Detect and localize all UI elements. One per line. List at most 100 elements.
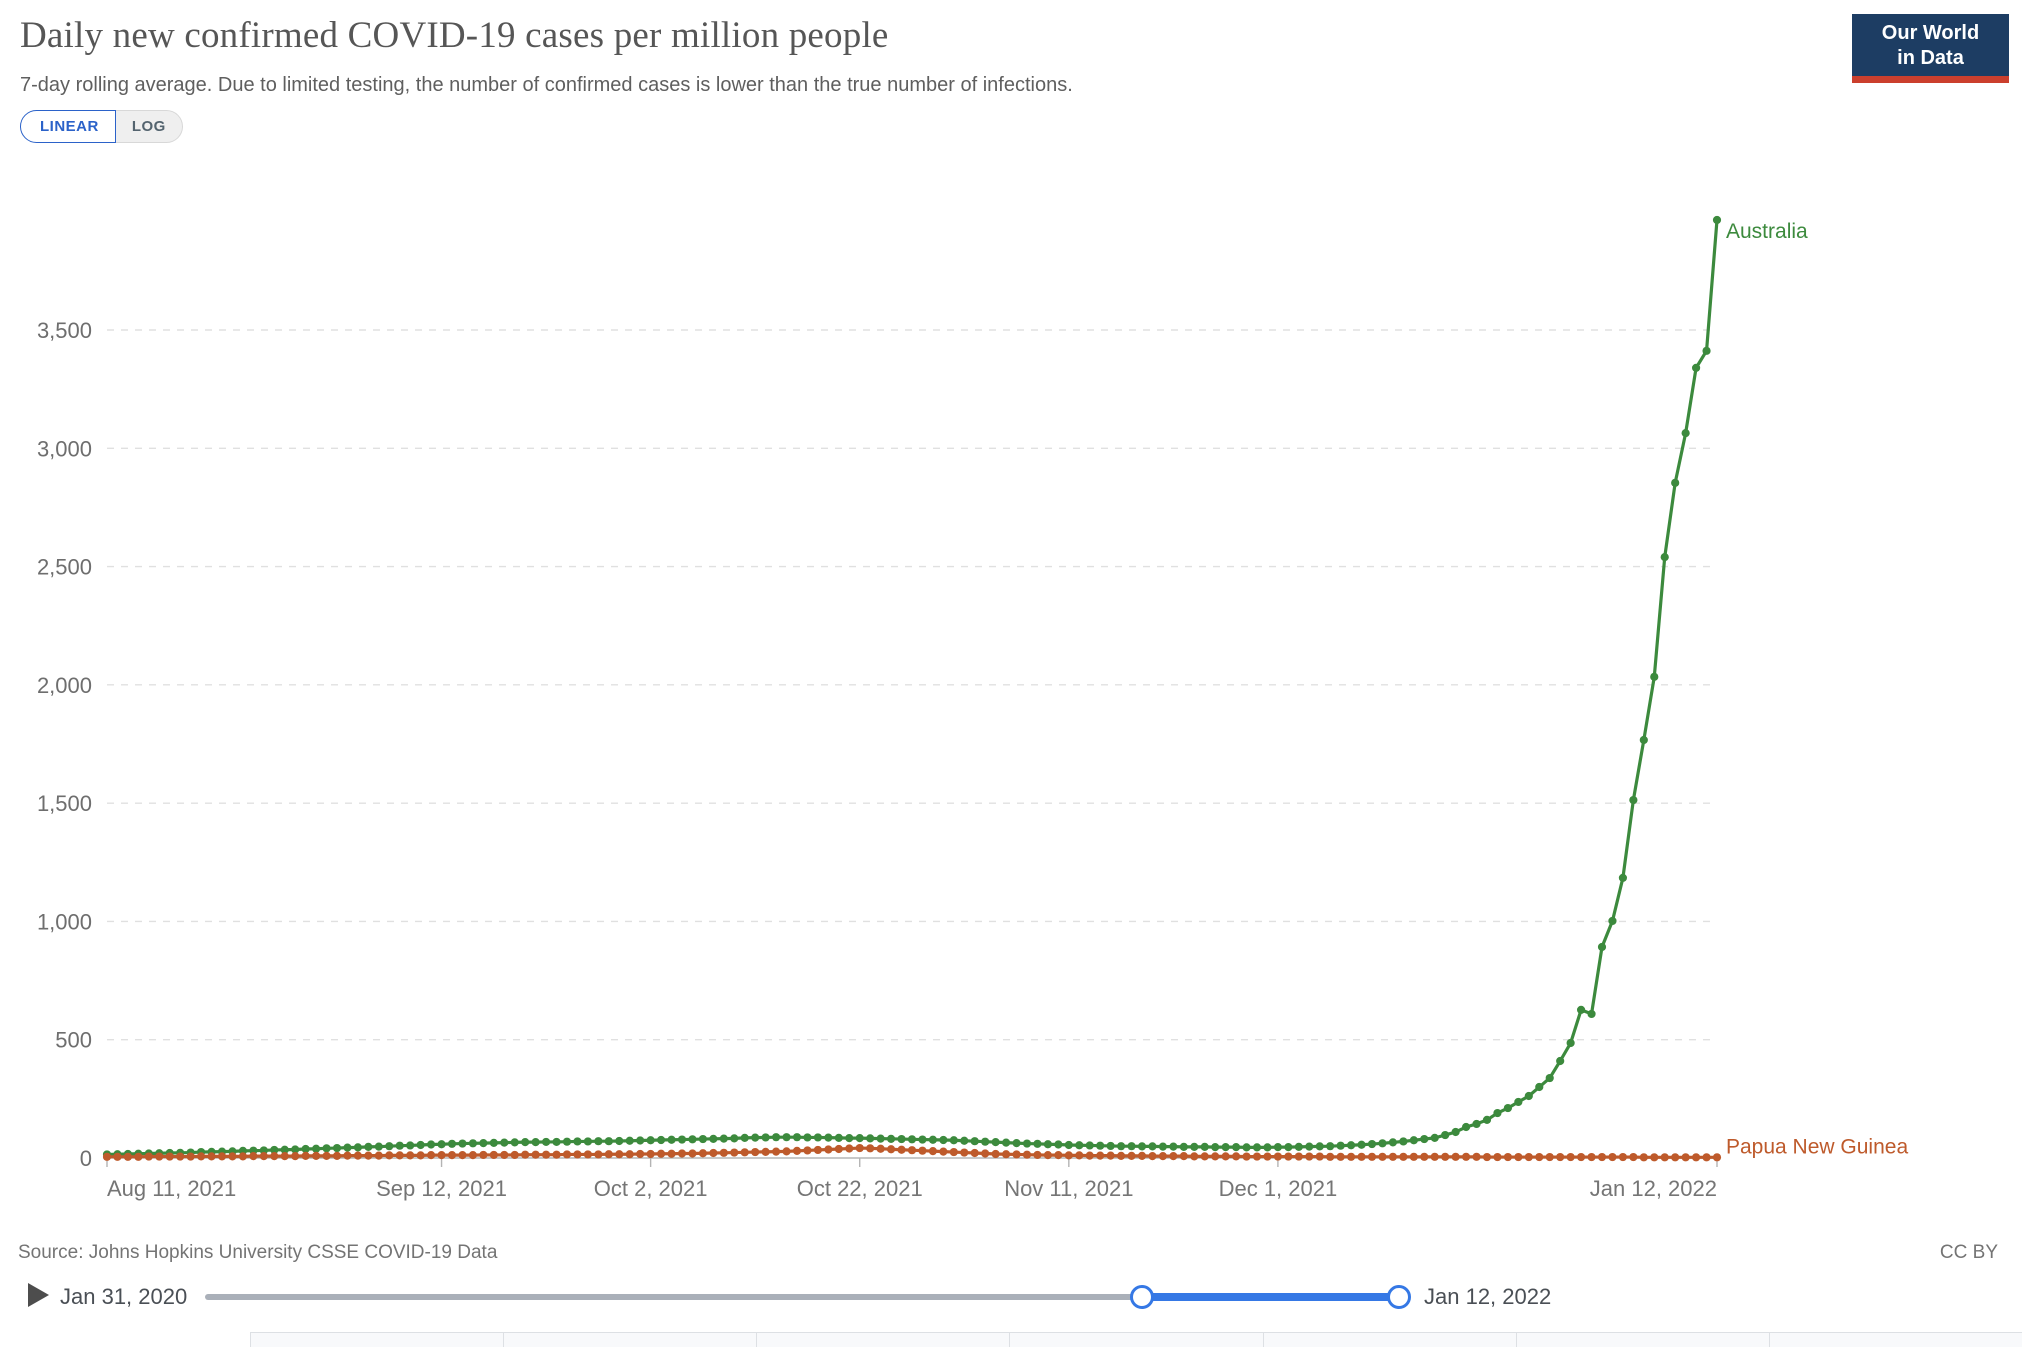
data-point-papua-new-guinea[interactable]: [1190, 1152, 1199, 1161]
data-point-papua-new-guinea[interactable]: [751, 1147, 760, 1157]
data-point-australia[interactable]: [991, 1138, 1000, 1147]
data-point-australia[interactable]: [1367, 1139, 1377, 1149]
data-point-australia[interactable]: [688, 1135, 697, 1144]
data-point-papua-new-guinea[interactable]: [918, 1146, 927, 1155]
data-point-australia[interactable]: [636, 1136, 645, 1145]
data-point-australia[interactable]: [719, 1134, 728, 1143]
data-point-papua-new-guinea[interactable]: [1420, 1152, 1429, 1161]
data-point-australia[interactable]: [541, 1137, 551, 1147]
data-point-papua-new-guinea[interactable]: [1221, 1152, 1230, 1161]
data-point-australia[interactable]: [615, 1136, 624, 1146]
data-point-australia[interactable]: [730, 1134, 739, 1143]
data-point-australia[interactable]: [500, 1138, 509, 1147]
data-point-papua-new-guinea[interactable]: [1681, 1153, 1690, 1162]
data-point-australia[interactable]: [656, 1135, 666, 1145]
data-point-papua-new-guinea[interactable]: [845, 1144, 854, 1153]
data-point-australia[interactable]: [876, 1134, 885, 1143]
data-point-papua-new-guinea[interactable]: [1294, 1152, 1303, 1161]
data-point-australia[interactable]: [1085, 1141, 1094, 1150]
data-point-australia[interactable]: [1106, 1141, 1115, 1151]
data-point-papua-new-guinea[interactable]: [1116, 1151, 1126, 1160]
data-point-australia[interactable]: [813, 1133, 823, 1142]
data-point-papua-new-guinea[interactable]: [186, 1152, 195, 1161]
data-point-australia[interactable]: [1346, 1141, 1356, 1150]
data-point-papua-new-guinea[interactable]: [1012, 1150, 1021, 1159]
data-point-papua-new-guinea[interactable]: [1075, 1151, 1084, 1160]
data-point-papua-new-guinea[interactable]: [385, 1151, 394, 1160]
data-point-papua-new-guinea[interactable]: [698, 1149, 708, 1158]
data-point-australia[interactable]: [1357, 1140, 1366, 1149]
data-point-australia[interactable]: [709, 1134, 718, 1143]
data-point-australia[interactable]: [1284, 1143, 1293, 1152]
data-point-papua-new-guinea[interactable]: [1650, 1153, 1659, 1162]
data-point-australia[interactable]: [855, 1134, 864, 1143]
data-point-papua-new-guinea[interactable]: [311, 1151, 321, 1160]
data-point-australia[interactable]: [468, 1139, 478, 1148]
data-point-papua-new-guinea[interactable]: [1461, 1152, 1471, 1161]
data-point-papua-new-guinea[interactable]: [521, 1150, 530, 1159]
data-point-australia[interactable]: [1242, 1143, 1251, 1152]
data-point-australia[interactable]: [1033, 1139, 1042, 1148]
data-point-australia[interactable]: [552, 1137, 561, 1147]
data-point-papua-new-guinea[interactable]: [782, 1147, 791, 1156]
data-point-australia[interactable]: [426, 1140, 436, 1149]
data-point-papua-new-guinea[interactable]: [573, 1150, 582, 1159]
data-point-papua-new-guinea[interactable]: [1357, 1152, 1366, 1161]
data-point-australia[interactable]: [1712, 215, 1722, 225]
data-point-australia[interactable]: [907, 1135, 917, 1144]
series-label-australia[interactable]: Australia: [1726, 220, 1808, 243]
data-point-papua-new-guinea[interactable]: [1608, 1152, 1617, 1162]
data-point-australia[interactable]: [1587, 1009, 1596, 1019]
data-point-papua-new-guinea[interactable]: [1085, 1151, 1094, 1160]
data-point-papua-new-guinea[interactable]: [1441, 1152, 1450, 1161]
data-point-papua-new-guinea[interactable]: [991, 1149, 1000, 1159]
data-point-australia[interactable]: [1096, 1141, 1105, 1150]
data-point-papua-new-guinea[interactable]: [886, 1145, 896, 1154]
data-point-papua-new-guinea[interactable]: [562, 1150, 572, 1159]
data-point-australia[interactable]: [625, 1136, 634, 1145]
data-point-australia[interactable]: [1451, 1127, 1460, 1137]
data-point-australia[interactable]: [322, 1144, 331, 1153]
data-point-australia[interactable]: [1566, 1038, 1575, 1048]
data-point-papua-new-guinea[interactable]: [1284, 1152, 1293, 1161]
data-point-papua-new-guinea[interactable]: [437, 1151, 446, 1160]
data-point-australia[interactable]: [646, 1136, 655, 1145]
data-point-papua-new-guinea[interactable]: [1252, 1152, 1262, 1161]
data-point-papua-new-guinea[interactable]: [332, 1151, 342, 1160]
data-point-australia[interactable]: [1472, 1119, 1481, 1129]
data-point-australia[interactable]: [1158, 1142, 1168, 1151]
data-point-australia[interactable]: [897, 1134, 906, 1144]
timeline-slider-track[interactable]: [205, 1285, 1411, 1309]
data-point-australia[interactable]: [667, 1135, 676, 1144]
data-point-papua-new-guinea[interactable]: [500, 1150, 509, 1160]
data-point-papua-new-guinea[interactable]: [1242, 1152, 1251, 1161]
data-point-papua-new-guinea[interactable]: [1001, 1150, 1011, 1159]
data-point-australia[interactable]: [803, 1133, 812, 1142]
data-point-papua-new-guinea[interactable]: [134, 1152, 143, 1161]
data-point-papua-new-guinea[interactable]: [395, 1151, 404, 1160]
data-point-australia[interactable]: [311, 1144, 321, 1153]
data-point-australia[interactable]: [332, 1143, 342, 1153]
data-point-papua-new-guinea[interactable]: [1597, 1152, 1607, 1162]
data-point-australia[interactable]: [1001, 1138, 1011, 1147]
data-point-papua-new-guinea[interactable]: [1535, 1152, 1544, 1162]
data-point-papua-new-guinea[interactable]: [625, 1150, 634, 1159]
data-point-papua-new-guinea[interactable]: [1326, 1152, 1335, 1161]
data-point-papua-new-guinea[interactable]: [301, 1151, 310, 1160]
data-point-papua-new-guinea[interactable]: [1367, 1152, 1377, 1161]
data-point-australia[interactable]: [1336, 1141, 1345, 1150]
data-point-australia[interactable]: [1482, 1115, 1492, 1125]
data-point-australia[interactable]: [1493, 1108, 1502, 1118]
data-point-australia[interactable]: [1430, 1133, 1439, 1142]
data-point-papua-new-guinea[interactable]: [636, 1149, 645, 1159]
data-point-papua-new-guinea[interactable]: [824, 1145, 833, 1154]
data-point-papua-new-guinea[interactable]: [416, 1151, 425, 1160]
data-point-papua-new-guinea[interactable]: [583, 1150, 593, 1159]
data-point-australia[interactable]: [604, 1137, 613, 1146]
data-point-australia[interactable]: [761, 1133, 770, 1142]
data-point-australia[interactable]: [1650, 672, 1659, 681]
data-point-papua-new-guinea[interactable]: [803, 1146, 812, 1155]
data-point-australia[interactable]: [406, 1141, 415, 1150]
data-point-australia[interactable]: [960, 1136, 969, 1145]
data-point-australia[interactable]: [1535, 1082, 1544, 1092]
